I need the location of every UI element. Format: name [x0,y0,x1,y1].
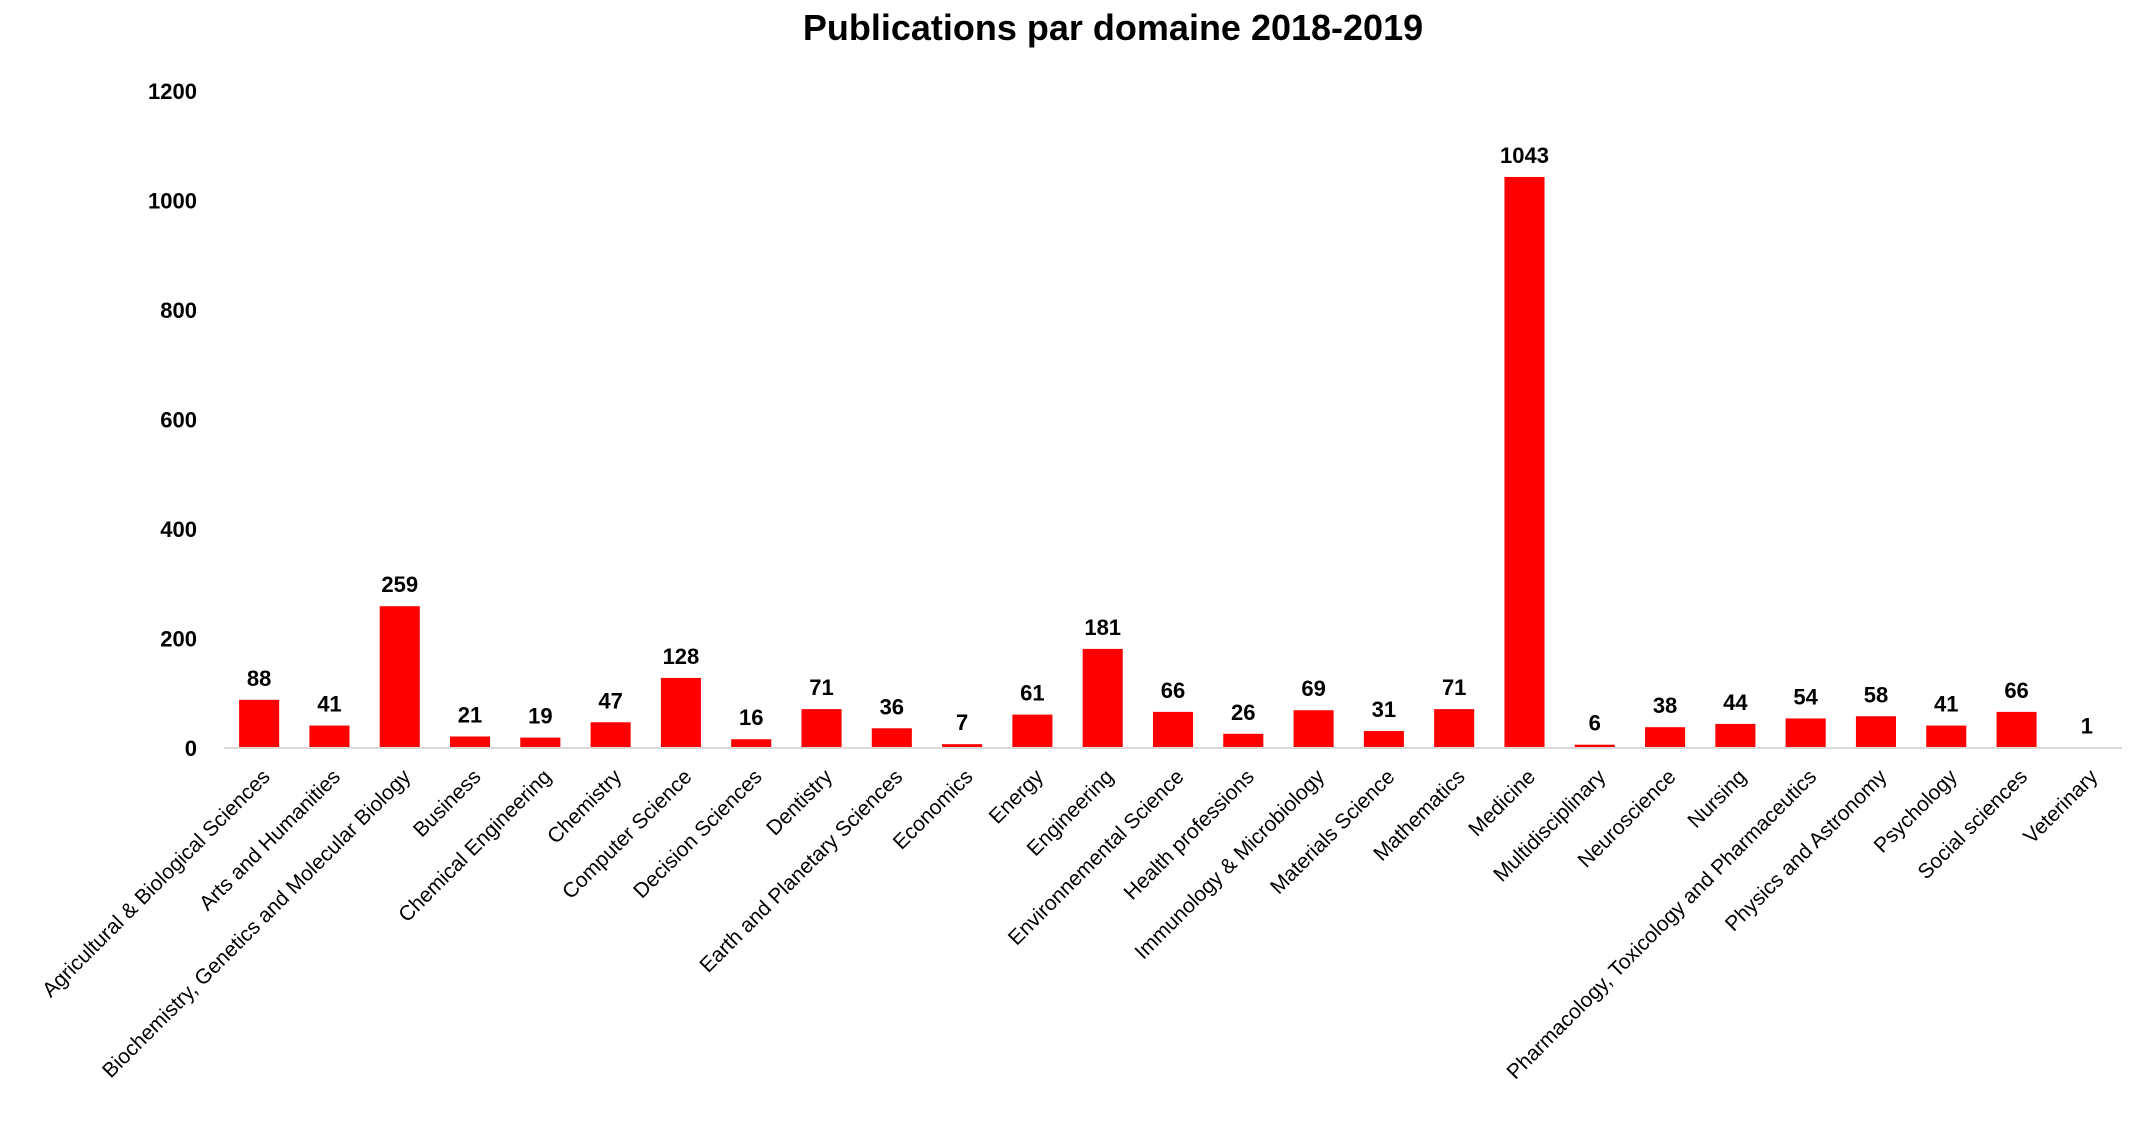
bars [239,176,2107,748]
data-label: 26 [1231,700,1255,725]
data-label: 181 [1084,615,1121,640]
data-label: 66 [1161,678,1185,703]
bar [1715,723,1756,748]
data-label: 21 [458,703,482,728]
data-label: 58 [1864,682,1888,707]
x-tick-label: Arts and Humanities [195,765,345,915]
x-tick-label: Energy [985,765,1049,829]
bar [801,709,842,748]
bar [731,739,772,748]
bar [1012,714,1053,748]
x-tick-label: Materials Science [1266,765,1399,898]
chart-title: Publications par domaine 2018-2019 [803,7,1423,48]
data-label: 36 [880,694,904,719]
bar [871,728,912,748]
data-label: 41 [1934,692,1958,717]
y-tick-label: 400 [160,517,197,542]
data-label: 47 [598,688,622,713]
bar [1223,733,1264,748]
bar [1363,731,1404,748]
data-label: 19 [528,704,552,729]
y-tick-label: 200 [160,627,197,652]
bar [942,744,983,748]
data-label: 69 [1301,676,1325,701]
bar [309,725,350,748]
data-label: 88 [247,666,271,691]
data-label: 38 [1653,693,1677,718]
y-tick-label: 1200 [148,79,197,104]
data-label: 6 [1589,711,1601,736]
data-label: 54 [1793,684,1818,709]
bar [660,677,701,748]
data-label: 7 [956,710,968,735]
data-label: 71 [1442,675,1466,700]
bar [1926,725,1967,748]
bar [1574,744,1615,748]
bar [520,737,561,748]
data-label: 41 [317,692,341,717]
bar [1293,710,1334,748]
data-label: 66 [2004,678,2028,703]
data-label: 1043 [1500,143,1549,168]
bar [590,722,631,748]
data-label: 259 [381,572,418,597]
bar [1785,718,1826,748]
bar [1645,727,1686,748]
y-tick-label: 600 [160,408,197,433]
x-tick-label: Health professions [1120,765,1259,904]
data-label: 16 [739,705,763,730]
x-tick-label: Decision Sciences [629,765,767,903]
data-label: 31 [1372,697,1396,722]
bar [1082,648,1123,748]
y-tick-label: 800 [160,298,197,323]
y-tick-label: 1000 [148,189,197,214]
data-label: 44 [1723,690,1748,715]
x-tick-label: Biochemistry, Genetics and Molecular Bio… [98,765,416,1083]
bar [1434,709,1475,748]
x-tick-label: Veterinary [2019,765,2102,848]
data-label: 1 [2081,713,2093,738]
bar [379,606,420,748]
bar [450,736,491,748]
data-label: 61 [1020,681,1044,706]
data-label: 71 [809,675,833,700]
bar [1996,711,2037,748]
bar [1504,176,1545,748]
data-label: 128 [663,644,700,669]
bar [1152,711,1194,748]
x-tick-label: Computer Science [558,765,696,903]
x-tick-label: Nursing [1683,765,1750,832]
y-tick-label: 0 [185,736,197,761]
y-axis: 0 200 400 600 800 1000 1200 [148,79,197,761]
bar [1855,716,1896,748]
bar [239,699,280,748]
